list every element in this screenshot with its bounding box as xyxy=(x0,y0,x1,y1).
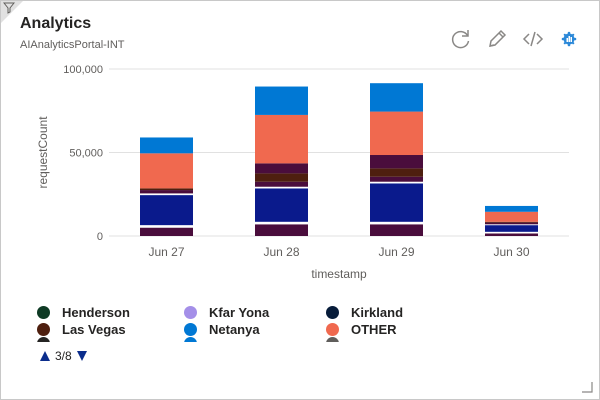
x-axis-label: timestamp xyxy=(311,267,367,281)
legend: Henderson Kfar Yona Kirkland Las Vegas N… xyxy=(37,304,557,368)
bar-segment xyxy=(140,195,193,226)
x-tick-label: Jun 28 xyxy=(263,245,299,259)
legend-item-netanya[interactable]: Netanya xyxy=(184,321,260,338)
bar-segment xyxy=(370,168,423,177)
bar-segment xyxy=(370,83,423,112)
legend-clipped-swatch xyxy=(326,337,339,342)
legend-swatch-kirkland xyxy=(326,306,339,319)
bar-segment xyxy=(370,111,423,156)
y-tick-label: 0 xyxy=(97,231,103,243)
legend-swatch-netanya xyxy=(184,323,197,336)
legend-swatch-henderson xyxy=(37,306,50,319)
edit-icon[interactable] xyxy=(485,27,509,51)
bar-segment xyxy=(255,224,308,236)
bar-segment xyxy=(255,186,308,189)
bar-segment xyxy=(370,224,423,236)
bar-segment xyxy=(485,225,538,232)
legend-swatch-kfar-yona xyxy=(184,306,197,319)
legend-item-las-vegas[interactable]: Las Vegas xyxy=(37,321,126,338)
legend-clipped-row xyxy=(37,337,557,342)
x-tick-label: Jun 29 xyxy=(378,245,414,259)
bar-segment xyxy=(485,231,538,234)
refresh-icon[interactable] xyxy=(449,27,473,51)
legend-item-kfar-yona[interactable]: Kfar Yona xyxy=(184,304,269,321)
legend-label: Kfar Yona xyxy=(209,305,270,320)
bar-segment xyxy=(485,221,538,223)
code-icon[interactable] xyxy=(521,27,545,51)
bar-segment xyxy=(370,155,423,169)
bar-segment xyxy=(140,153,193,189)
bar-segment xyxy=(370,221,423,225)
filter-icon[interactable] xyxy=(3,2,15,14)
y-tick-label: 50,000 xyxy=(69,148,103,160)
analytics-app-icon[interactable] xyxy=(557,27,581,51)
bar-segment xyxy=(370,183,423,222)
page-up-icon[interactable] xyxy=(39,350,51,362)
bar-segment xyxy=(255,173,308,182)
legend-clipped-swatch xyxy=(37,337,50,342)
legend-clipped-swatch xyxy=(184,337,197,342)
tile-title: Analytics xyxy=(20,15,92,32)
bar-segment xyxy=(255,114,308,164)
y-axis-label: requestCount xyxy=(36,116,50,189)
bar-segment xyxy=(485,224,538,226)
bar-segment xyxy=(140,227,193,236)
legend-item-henderson[interactable]: Henderson xyxy=(37,304,130,321)
legend-label: Henderson xyxy=(62,305,130,320)
y-tick-label: 100,000 xyxy=(63,64,103,76)
bar-segment xyxy=(140,188,193,191)
resize-handle-icon[interactable] xyxy=(581,381,593,393)
legend-label: Netanya xyxy=(209,322,260,337)
bar-segment xyxy=(140,193,193,196)
bar-segment xyxy=(485,211,538,222)
bar-segment xyxy=(255,163,308,174)
stacked-bar-chart: 0 50,000 100,000 requestCount Jun 27 Jun 28 Ju… xyxy=(36,64,569,281)
legend-label: OTHER xyxy=(351,322,397,337)
x-tick-label: Jun 30 xyxy=(493,245,529,259)
legend-label: Las Vegas xyxy=(62,322,126,337)
bar-segment xyxy=(370,176,423,182)
legend-swatch-other xyxy=(326,323,339,336)
tile-subtitle: AIAnalyticsPortal-INT xyxy=(20,39,125,51)
bar-segment xyxy=(485,222,538,225)
bar-segment xyxy=(255,181,308,187)
legend-item-kirkland[interactable]: Kirkland xyxy=(326,304,403,321)
bar-segment xyxy=(140,190,193,194)
bar-segment xyxy=(140,225,193,228)
bar-segment xyxy=(255,86,308,115)
bar-segment xyxy=(370,181,423,184)
legend-item-other[interactable]: OTHER xyxy=(326,321,397,338)
pager-page-count: 3/8 xyxy=(55,349,72,363)
legend-pager: 3/8 xyxy=(39,348,88,364)
bar-segment xyxy=(485,205,538,212)
bar-segment xyxy=(255,221,308,225)
x-tick-label: Jun 27 xyxy=(148,245,184,259)
bar-segment xyxy=(485,233,538,236)
legend-label: Kirkland xyxy=(351,305,404,320)
bar-segment xyxy=(255,188,308,222)
legend-swatch-las-vegas xyxy=(37,323,50,336)
page-down-icon[interactable] xyxy=(76,350,88,362)
bar-segment xyxy=(140,137,193,154)
